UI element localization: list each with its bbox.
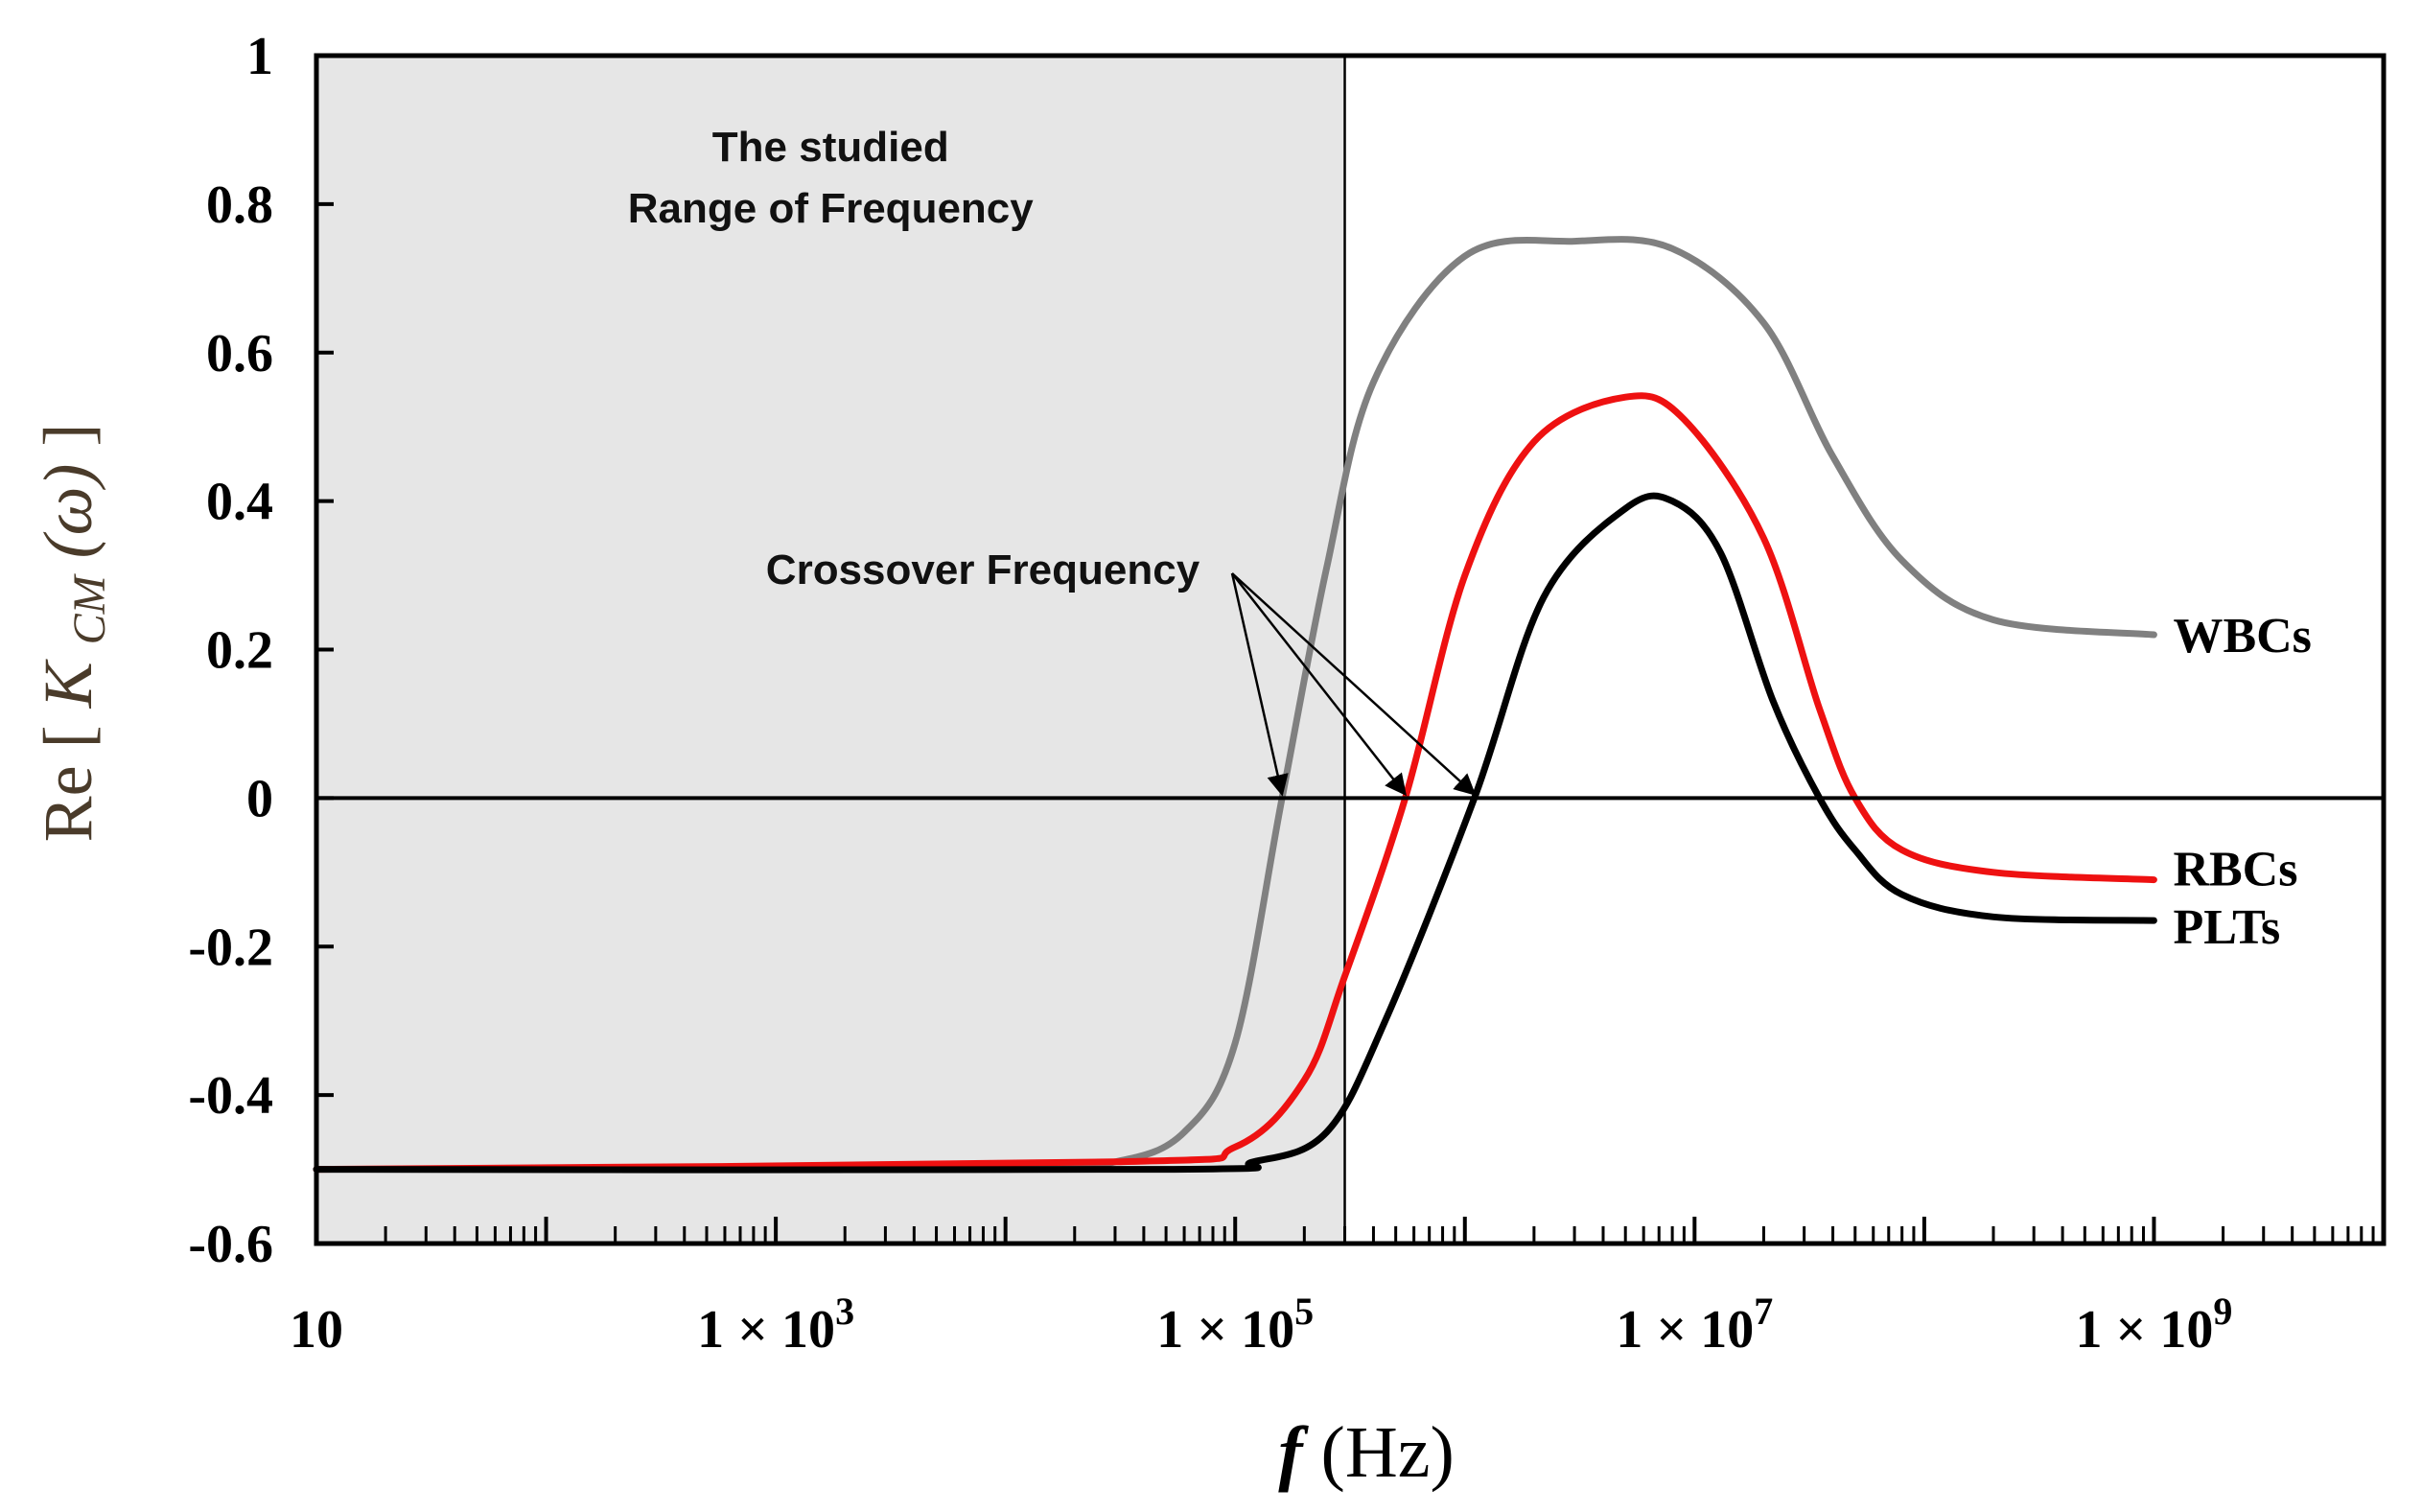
series-label-plts: PLTs <box>2173 900 2280 955</box>
x-tick-label: 1 × 103 <box>697 1290 854 1360</box>
y-tick-label: -0.4 <box>188 1066 273 1126</box>
crossover-arrow <box>1230 572 1289 797</box>
series-label-wbcs: WBCs <box>2173 609 2311 663</box>
series-line-plts <box>313 492 2157 1174</box>
y-axis-title: Re [ K CM (ω) ] <box>30 424 120 843</box>
x-tick-label: 10 <box>290 1300 343 1360</box>
y-tick-label: -0.2 <box>188 918 273 977</box>
y-tick-label: -0.6 <box>188 1215 273 1274</box>
y-tick-label: 0.6 <box>206 324 273 384</box>
y-tick-label: 0 <box>246 769 273 828</box>
crossover-arrow <box>1231 572 1477 796</box>
series-label-rbcs: RBCs <box>2173 843 2297 897</box>
studied-range-label-line1: The studied <box>712 124 949 171</box>
x-tick-label: 1 × 109 <box>2075 1290 2232 1360</box>
studied-range-label-line2: Range of Frequency <box>628 185 1034 232</box>
x-tick-label: 1 × 107 <box>1616 1290 1773 1360</box>
x-tick-label: 1 × 105 <box>1156 1290 1314 1360</box>
y-tick-label: 0.2 <box>206 621 273 681</box>
x-axis-title: f (Hz) <box>1278 1412 1455 1493</box>
crossover-arrow <box>1231 572 1407 797</box>
y-tick-label: 0.4 <box>206 473 273 532</box>
y-tick-label: 0.8 <box>206 175 273 235</box>
studied-range-shade <box>316 56 1345 1244</box>
crossover-frequency-label: Crossover Frequency <box>766 547 1200 593</box>
y-tick-label: 1 <box>246 27 273 86</box>
